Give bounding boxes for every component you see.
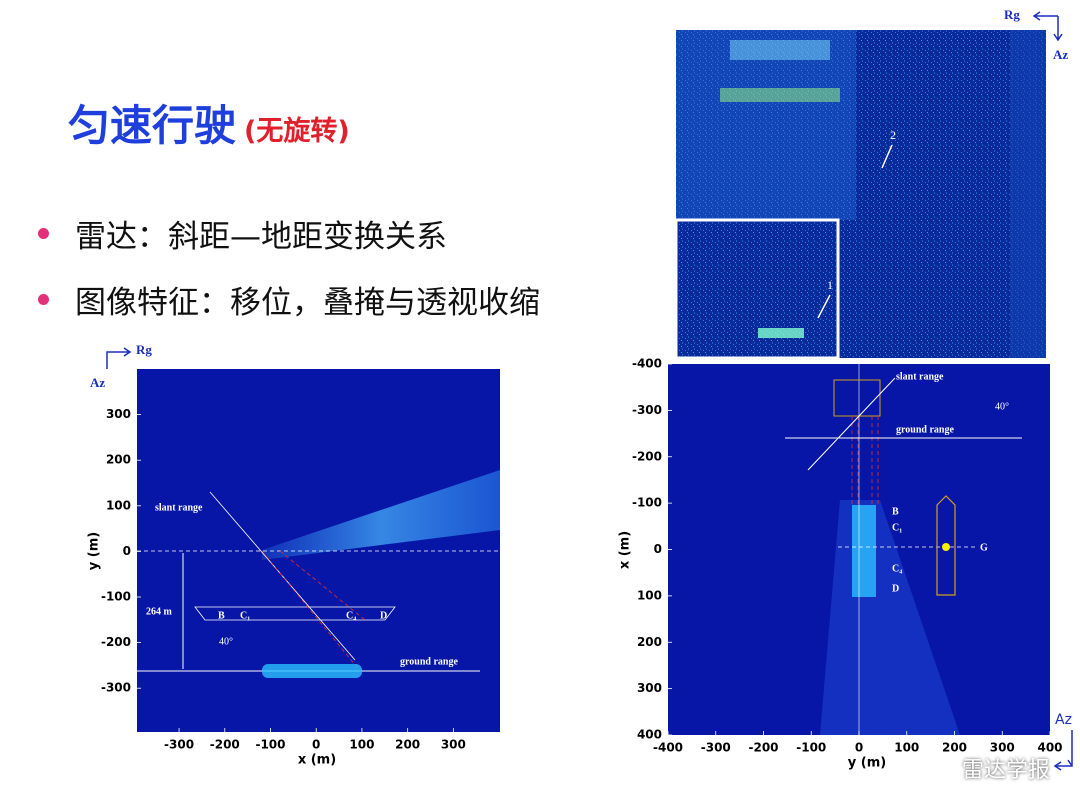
x-axis-label: y (m) xyxy=(848,756,886,771)
y-tick-label: 100 xyxy=(106,498,131,512)
x-tick-label: 100 xyxy=(349,738,374,752)
sar-image: 1 2 Rg Az xyxy=(674,7,1068,360)
ship-image xyxy=(262,664,362,678)
annotation: slant range xyxy=(155,502,203,513)
x-tick-label: -300 xyxy=(701,741,731,755)
watermark: 雷达学报 xyxy=(961,758,1050,783)
direction-arrows xyxy=(1032,11,1063,42)
sar-ship xyxy=(758,328,804,338)
point-label: D xyxy=(892,583,899,594)
projection-lines xyxy=(851,416,879,505)
slant-line xyxy=(209,491,356,661)
arrow xyxy=(817,294,831,319)
ship-image xyxy=(852,505,876,597)
ship-outline xyxy=(936,495,956,596)
ship-outline xyxy=(194,606,396,621)
x-tick-label: -300 xyxy=(164,738,194,752)
point-label: C₁ xyxy=(240,610,250,621)
annotation: 264 m xyxy=(146,606,173,617)
x-tick-label: 0 xyxy=(855,741,863,755)
subtitle: (无旋转) xyxy=(244,116,350,147)
y-tick-label: -200 xyxy=(101,635,131,649)
ship-center xyxy=(942,543,950,551)
rg-label: Rg xyxy=(1004,7,1020,22)
y-tick-label: 200 xyxy=(106,453,131,467)
y-tick-label: 300 xyxy=(106,407,131,421)
y-tick-label: -100 xyxy=(632,496,662,510)
y-tick-label: -300 xyxy=(632,403,662,417)
sar-inset xyxy=(674,218,840,360)
y-tick-label: 100 xyxy=(637,588,662,602)
az-label: Az xyxy=(1055,712,1072,728)
y-tick-label: 0 xyxy=(654,542,662,556)
x-tick-label: 300 xyxy=(990,741,1015,755)
direction-arrows xyxy=(1053,730,1073,771)
y-tick-label: 400 xyxy=(637,728,662,742)
point-label: C₄ xyxy=(346,610,356,621)
y-tick-label: 200 xyxy=(637,635,662,649)
annotation: ground range xyxy=(896,424,954,435)
annotation: 40° xyxy=(219,636,233,647)
x-tick-label: 100 xyxy=(894,741,919,755)
wake-pattern xyxy=(262,470,500,560)
sar-pier xyxy=(720,88,840,102)
az-label: Az xyxy=(1053,47,1068,62)
bullet: 图像特征：移位，叠掩与透视收缩 xyxy=(38,266,540,332)
right-plot: slant range ground range 40° B C₁ C₄ D G… xyxy=(618,357,1073,771)
projection-lines xyxy=(261,550,366,672)
x-tick-label: -100 xyxy=(255,738,285,752)
x-tick-label: 200 xyxy=(942,741,967,755)
y-tick-label: -400 xyxy=(632,357,662,371)
arrow xyxy=(881,144,893,169)
point-label: B xyxy=(218,610,225,621)
y-axis-label: x (m) xyxy=(618,531,633,569)
bullet: 雷达：斜距—地距变换关系 xyxy=(38,200,540,266)
title-main: 匀速行驶 xyxy=(68,101,237,150)
az-label: Az xyxy=(90,375,105,390)
x-tick-label: -200 xyxy=(210,738,240,752)
rg-label: Rg xyxy=(136,342,152,357)
marker: 1 xyxy=(827,278,833,292)
x-tick-label: -400 xyxy=(653,741,683,755)
direction-arrows xyxy=(106,347,132,369)
x-tick-label: 0 xyxy=(312,738,320,752)
title: 匀速行驶 (无旋转) xyxy=(68,92,350,153)
ship-projection xyxy=(833,379,881,417)
point-label: C₁ xyxy=(892,522,902,533)
annotation: 40° xyxy=(995,401,1009,412)
y-tick-label: -100 xyxy=(101,590,131,604)
marker: 2 xyxy=(890,128,896,142)
x-tick-label: 400 xyxy=(1037,741,1062,755)
y-tick-label: -200 xyxy=(632,449,662,463)
bullet-list: 雷达：斜距—地距变换关系 图像特征：移位，叠掩与透视收缩 xyxy=(38,200,540,332)
point-label: B xyxy=(892,506,899,517)
point-label: C₄ xyxy=(892,563,902,574)
sar-shore xyxy=(1010,30,1046,358)
slant-line xyxy=(807,377,896,471)
y-tick-label: -300 xyxy=(101,681,131,695)
y-axis-label: y (m) xyxy=(87,532,102,570)
annotation: ground range xyxy=(400,656,458,667)
x-tick-label: -100 xyxy=(796,741,826,755)
x-axis-label: x (m) xyxy=(298,753,336,768)
x-tick-label: 300 xyxy=(441,738,466,752)
x-tick-label: 200 xyxy=(395,738,420,752)
left-plot: slant range ground range 264 m 40° B C₁ … xyxy=(87,342,500,768)
annotation: slant range xyxy=(896,371,944,382)
sar-pier xyxy=(730,40,830,60)
x-tick-label: -200 xyxy=(748,741,778,755)
point-label: D xyxy=(380,610,387,621)
y-tick-label: 300 xyxy=(637,681,662,695)
sar-harbor xyxy=(676,30,856,220)
y-tick-label: 0 xyxy=(123,544,131,558)
point-label: G xyxy=(980,542,988,553)
